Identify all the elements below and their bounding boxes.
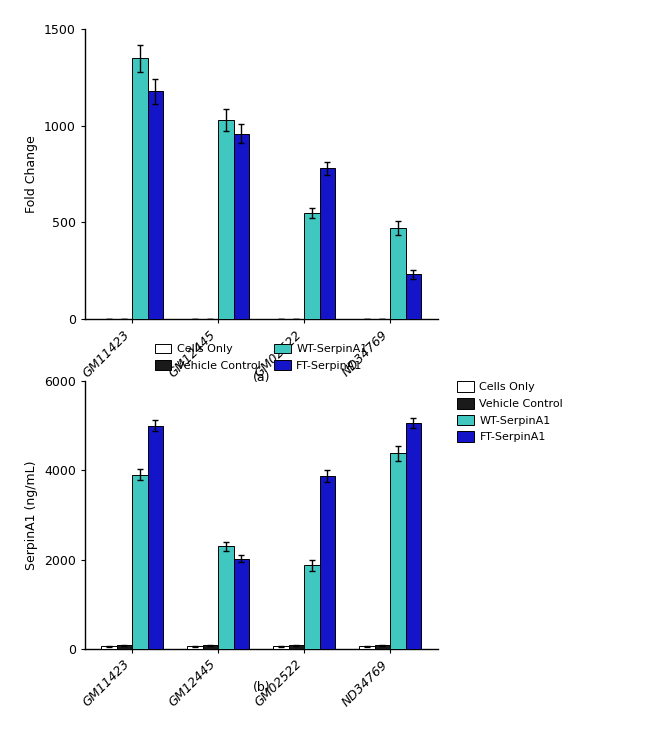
Bar: [148, 426, 163, 649]
Bar: [390, 228, 406, 319]
Bar: [406, 423, 421, 649]
Bar: [289, 645, 304, 649]
Bar: [234, 559, 249, 649]
Bar: [132, 475, 148, 649]
Bar: [390, 454, 406, 649]
Bar: [132, 59, 148, 319]
Bar: [359, 647, 375, 649]
Bar: [273, 647, 289, 649]
Text: (b): (b): [253, 681, 270, 694]
Bar: [320, 476, 335, 649]
Bar: [218, 546, 234, 649]
Bar: [320, 169, 335, 319]
Legend: Cells Only, Vehicle Control, WT-SerpinA1, FT-SerpinA1: Cells Only, Vehicle Control, WT-SerpinA1…: [150, 339, 372, 375]
Bar: [304, 213, 320, 319]
Bar: [234, 133, 249, 319]
Bar: [304, 565, 320, 649]
Bar: [218, 120, 234, 319]
Bar: [375, 645, 390, 649]
Bar: [187, 647, 202, 649]
Bar: [101, 647, 117, 649]
Y-axis label: Fold Change: Fold Change: [25, 135, 39, 213]
Y-axis label: SerpinA1 (ng/mL): SerpinA1 (ng/mL): [25, 460, 39, 570]
Bar: [148, 91, 163, 319]
Legend: Cells Only, Vehicle Control, WT-SerpinA1, FT-SerpinA1: Cells Only, Vehicle Control, WT-SerpinA1…: [457, 381, 563, 443]
Text: (a): (a): [253, 371, 270, 384]
Bar: [117, 645, 132, 649]
Bar: [406, 274, 421, 319]
Bar: [202, 645, 218, 649]
